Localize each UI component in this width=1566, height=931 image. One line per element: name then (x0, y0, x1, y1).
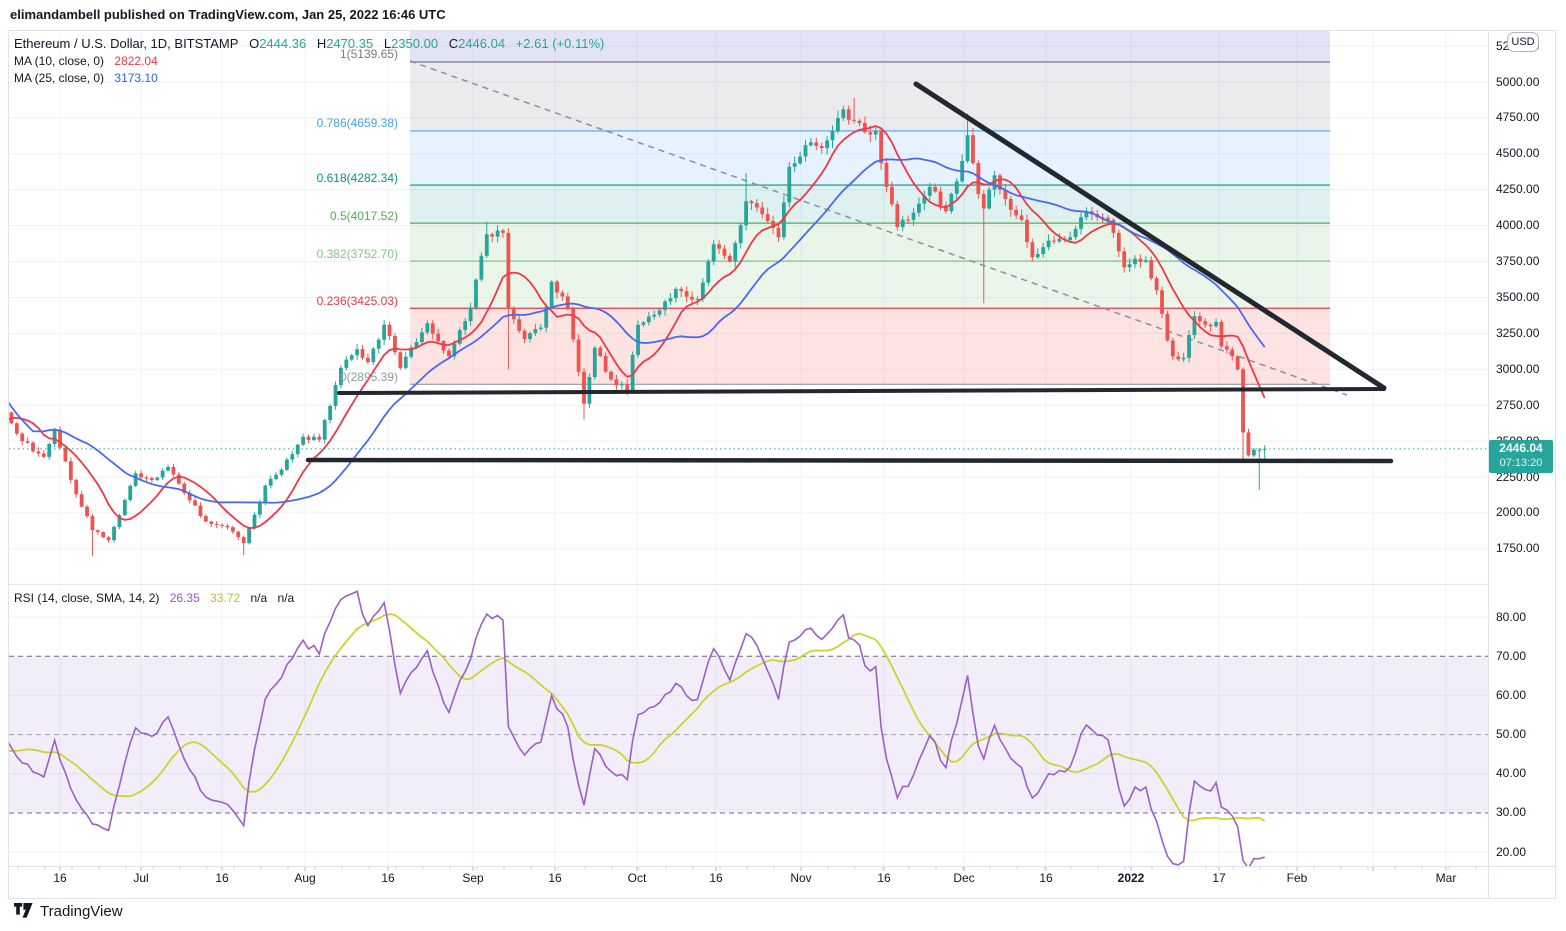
time-axis-label[interactable]: Jul (133, 871, 149, 885)
time-axis-label[interactable]: Aug (294, 871, 316, 885)
time-axis-label[interactable]: Sep (462, 871, 484, 885)
ma10-value: 2822.04 (114, 54, 158, 68)
rsi-na2: n/a (277, 591, 295, 605)
ma10-line (9, 125, 1266, 529)
rsi-legend[interactable]: RSI (14, close, SMA, 14, 2) 26.35 33.72 … (14, 591, 294, 605)
price-axis-label[interactable]: 2250.00 (1496, 469, 1540, 484)
fib-level-label: 0(2895.39) (339, 369, 398, 384)
candlesticks (9, 97, 1267, 557)
fib-level-label: 0.382(3752.70) (316, 246, 398, 261)
ma10-legend[interactable]: MA (10, close, 0) 2822.04 (14, 54, 158, 68)
time-axis-label[interactable]: 16 (709, 871, 723, 885)
price-axis-label[interactable]: 3000.00 (1496, 361, 1540, 376)
rsi-axis-label[interactable]: 60.00 (1496, 687, 1527, 702)
fib-band (410, 61, 1330, 131)
price-pane (9, 31, 1488, 583)
time-axis-label[interactable]: Mar (1435, 871, 1457, 885)
time-axis-label[interactable]: Feb (1286, 871, 1308, 885)
rsi-pane (9, 585, 1488, 866)
rsi-axis-label[interactable]: 80.00 (1496, 609, 1527, 624)
price-axis-label[interactable]: 3500.00 (1496, 289, 1540, 304)
price-axis-label[interactable]: 3750.00 (1496, 254, 1540, 269)
rsi-axis-label[interactable]: 30.00 (1496, 805, 1527, 820)
time-axis-label[interactable]: Oct (627, 871, 647, 885)
close-value: 2446.04 (458, 36, 506, 51)
time-axis-label[interactable]: Dec (953, 871, 975, 885)
time-axis-label[interactable]: 16 (548, 871, 562, 885)
fib-level-label: 0.618(4282.34) (316, 170, 398, 185)
price-axis-label[interactable]: 4250.00 (1496, 182, 1540, 197)
descending-resistance-line (913, 81, 1387, 391)
time-axis-label[interactable]: 16 (215, 871, 229, 885)
open-value: 2444.36 (259, 36, 307, 51)
low-value: 2350.00 (391, 36, 439, 51)
price-scale-divider (1488, 30, 1489, 899)
rsi-axis-label[interactable]: 70.00 (1496, 648, 1527, 663)
price-axis-label[interactable]: 4750.00 (1496, 110, 1540, 125)
rsi-sma-line (9, 613, 1266, 822)
low-label: L (383, 36, 392, 51)
rsi-label: RSI (14, close, SMA, 14, 2) (14, 591, 160, 605)
ma10-label: MA (10, close, 0) (14, 54, 105, 68)
rsi-sma-value: 33.72 (210, 591, 241, 605)
rsi-axis-label[interactable]: 40.00 (1496, 766, 1527, 781)
chart-frame (8, 30, 1556, 899)
close-label: C (448, 36, 459, 51)
fib-band (410, 308, 1330, 385)
rsi-na1: n/a (250, 591, 268, 605)
high-value: 2470.35 (326, 36, 374, 51)
price-axis-label[interactable]: 4000.00 (1496, 218, 1540, 233)
fib-band (410, 261, 1330, 309)
price-axis-label[interactable]: 4500.00 (1496, 146, 1540, 161)
fib-band (410, 185, 1330, 224)
symbol-title: Ethereum / U.S. Dollar, 1D, BITSTAMP (14, 36, 239, 51)
rsi-value: 26.35 (169, 591, 200, 605)
rsi-axis-label[interactable]: 20.00 (1496, 844, 1527, 859)
pane-divider[interactable] (9, 584, 1488, 585)
price-axis-label[interactable]: 5000.00 (1496, 74, 1540, 89)
tradingview-logo-icon (14, 903, 33, 918)
price-axis-label[interactable]: 1750.00 (1496, 541, 1540, 556)
currency-toggle-button[interactable]: USD (1507, 32, 1539, 52)
fib-band-above-1 (410, 31, 1330, 62)
open-label: O (249, 36, 260, 51)
time-axis-label[interactable]: 16 (381, 871, 395, 885)
published-attribution: elimandambell published on TradingView.c… (10, 7, 446, 22)
time-axis-label[interactable]: Nov (790, 871, 812, 885)
time-scale-divider (8, 866, 1557, 867)
time-axis-label[interactable]: 16 (1039, 871, 1053, 885)
symbol-legend[interactable]: Ethereum / U.S. Dollar, 1D, BITSTAMP O24… (14, 36, 604, 51)
fib-level-label: 1(5139.65) (339, 47, 398, 62)
time-axis-label[interactable]: 16 (53, 871, 67, 885)
tradingview-watermark-text: TradingView (40, 903, 123, 920)
change-value: +2.61 (+0.11%) (515, 36, 605, 51)
time-axis-label[interactable]: 17 (1212, 871, 1226, 885)
last-price-badge: 2446.04 07:13:20 (1489, 439, 1553, 473)
fib-level-label: 0.236(3425.03) (316, 293, 398, 308)
last-price-value: 2446.04 (1499, 440, 1543, 455)
fib-level-label: 0.5(4017.52) (329, 208, 398, 223)
ma25-legend[interactable]: MA (25, close, 0) 3173.10 (14, 71, 158, 85)
ma25-line (9, 157, 1266, 504)
tradingview-watermark[interactable]: TradingView (14, 903, 123, 920)
lower-horizontal-support-line (305, 457, 1394, 464)
rsi-line (9, 590, 1265, 866)
ma25-value: 3173.10 (114, 71, 158, 85)
upper-horizontal-support-line (337, 387, 1386, 395)
time-axis-label[interactable]: 16 (877, 871, 891, 885)
ma25-label: MA (25, close, 0) (14, 71, 105, 85)
price-axis-label[interactable]: 2750.00 (1496, 397, 1540, 412)
price-axis-label[interactable]: 3250.00 (1496, 325, 1540, 340)
rsi-axis-label[interactable]: 50.00 (1496, 727, 1527, 742)
time-axis-label[interactable]: 2022 (1117, 871, 1145, 885)
countdown-timer: 07:13:20 (1499, 456, 1543, 469)
high-label: H (316, 36, 327, 51)
fib-level-label: 0.786(4659.38) (316, 116, 398, 131)
price-axis-label[interactable]: 2000.00 (1496, 505, 1540, 520)
